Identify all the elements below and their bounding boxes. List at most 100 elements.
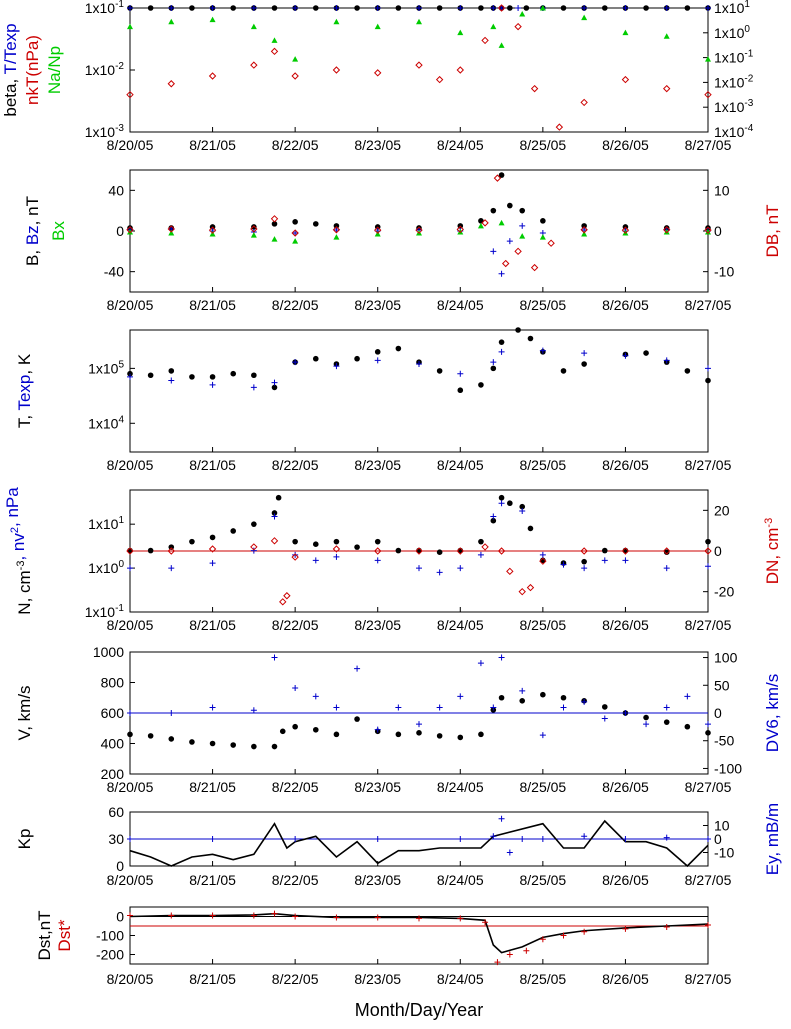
data-point [374,226,382,234]
data-point [490,365,497,372]
data-point [705,225,711,231]
data-point [416,565,422,572]
x-tick-label: 8/24/05 [437,872,484,888]
data-point [622,352,629,359]
series-temp-1 [127,347,711,391]
x-tick-label: 8/25/05 [519,137,566,153]
data-point [514,247,522,256]
data-point [705,377,711,384]
data-point [332,226,341,234]
x-tick-label: 8/23/05 [354,779,401,795]
data-point [271,910,278,917]
data-point [168,5,175,11]
data-point [498,5,505,11]
panel-temp: 8/20/05 8/21/05 8/22/05 8/23/05 8/24/05 8/25/… [15,327,732,473]
x-tick-label: 8/23/05 [354,872,401,888]
x-tick-label: 8/22/05 [272,617,319,633]
data-point [416,361,422,368]
data-point [539,557,547,565]
data-point [519,11,526,17]
data-point [208,72,217,80]
series-beta-1 [127,5,711,11]
data-point [490,704,497,711]
data-point [663,549,670,556]
data-point [490,5,497,11]
data-point [168,377,175,384]
data-point [490,248,497,255]
data-point [621,226,630,234]
data-point [436,5,443,11]
data-point [292,723,298,730]
data-point [292,219,298,225]
series-bfield-0 [127,172,711,231]
y-tick-label-right: 0 [714,705,722,721]
y-tick-label-right: 1x10-2 [714,73,754,90]
data-point [581,14,588,21]
data-point [127,836,133,842]
data-point [374,547,382,555]
data-point [494,959,501,966]
data-point [560,932,567,939]
data-point [457,915,464,922]
data-point [333,731,340,738]
data-point [581,565,588,572]
data-point [601,547,608,554]
data-point [312,5,319,11]
data-point [663,704,670,711]
data-point [189,5,195,11]
data-point [250,61,258,69]
x-tick-label: 8/20/05 [107,457,154,473]
data-point [457,693,464,700]
data-point [395,345,402,352]
y-axis-label-right: DN, cm-3 [763,518,782,584]
data-point [250,912,257,919]
data-point [540,218,546,224]
data-point [275,494,282,501]
x-tick-label: 8/21/05 [189,297,236,313]
data-point [415,226,423,234]
data-point [663,357,670,364]
x-tick-label: 8/20/05 [107,617,154,633]
data-point [663,719,670,725]
data-point [497,547,506,555]
data-point [621,547,630,555]
data-point [663,33,670,39]
data-point [622,710,629,716]
data-point [540,691,546,698]
data-point [283,592,291,600]
series-velocity-0 [127,691,711,750]
data-point [622,29,629,36]
y-tick-label-right: -20 [714,584,734,600]
data-point [416,915,422,922]
data-point [560,368,567,374]
data-point [251,743,257,750]
y-tick-label-right: 10 [714,818,730,834]
y-axis-label-left: beta, T/Texp [1,23,20,116]
y-tick-label-left: 400 [101,736,125,752]
data-point [374,726,381,733]
x-tick-label: 8/24/05 [437,617,484,633]
y-tick-label-left: 1x101 [88,515,124,532]
data-point [374,5,381,11]
data-point [271,510,278,516]
data-point [270,47,279,56]
y-tick-label-right: 1x10-1 [714,49,754,66]
data-point [663,5,670,11]
data-point [507,5,513,11]
data-point [333,226,340,233]
data-point [581,928,588,935]
data-point [167,547,175,555]
y-tick-label-left: 1x10-1 [85,603,125,620]
data-point [498,172,505,178]
data-point [333,5,340,11]
data-point [684,368,691,374]
data-point [292,913,299,920]
data-point [490,359,497,366]
data-point [333,538,340,545]
data-point [271,37,278,43]
data-point [292,238,299,244]
data-point [250,5,257,11]
data-point [147,5,154,11]
series-line [129,819,709,868]
